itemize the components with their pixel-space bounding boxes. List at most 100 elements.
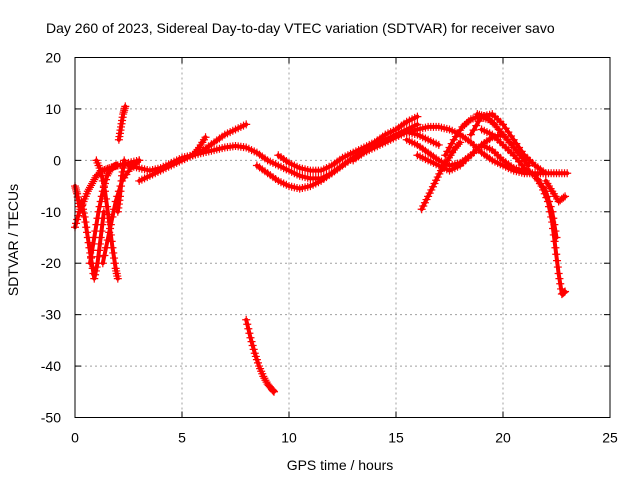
data-point [246, 333, 255, 342]
series-markers [113, 156, 129, 216]
data-point-marker [542, 193, 551, 202]
y-tick-label: -10 [41, 204, 61, 220]
data-point-marker [89, 239, 98, 248]
data-point-marker [103, 202, 112, 211]
data-layer [71, 102, 572, 396]
data-point [98, 259, 107, 268]
data-point-marker [98, 176, 107, 185]
data-point-marker [109, 248, 118, 257]
x-tick-label: 0 [71, 430, 79, 446]
series-line [244, 317, 276, 394]
data-point [94, 207, 103, 216]
series-arc-17 [417, 138, 465, 214]
series-markers [531, 171, 570, 299]
series-arc-14 [349, 120, 422, 165]
data-point-marker [84, 238, 93, 247]
data-point-marker [91, 270, 100, 279]
y-tick-label: 20 [45, 50, 61, 66]
data-point [537, 182, 546, 191]
data-point-marker [106, 220, 115, 229]
series-markers [541, 176, 570, 206]
data-point [466, 130, 475, 139]
data-point-marker [559, 193, 568, 202]
data-point-marker [91, 266, 100, 275]
data-point-marker [104, 210, 113, 219]
data-point [242, 120, 251, 129]
data-point [242, 315, 251, 324]
series-markers [114, 102, 130, 144]
series-arc-7 [113, 156, 129, 216]
data-point-marker [546, 207, 555, 216]
data-point-marker [74, 211, 83, 220]
series-markers [242, 315, 279, 396]
data-point-marker [472, 121, 481, 130]
data-point-marker [555, 274, 564, 283]
data-point-marker [82, 223, 91, 232]
data-point-marker [96, 197, 105, 206]
data-point [413, 120, 422, 129]
data-point-marker [99, 182, 108, 191]
y-tick-label: -50 [41, 410, 61, 426]
data-point [543, 197, 552, 206]
x-tick-label: 10 [281, 430, 297, 446]
data-point [135, 156, 144, 165]
data-point-marker [245, 329, 254, 338]
data-point-marker [72, 219, 81, 228]
data-point [541, 169, 550, 178]
data-point-marker [100, 251, 109, 260]
series-markers [473, 110, 533, 170]
data-point-marker [553, 263, 562, 272]
data-point-marker [110, 254, 119, 263]
data-point-marker [95, 246, 104, 255]
data-point [100, 187, 109, 196]
data-point-marker [454, 140, 463, 149]
data-point [96, 166, 105, 175]
x-tick-label: 20 [495, 430, 511, 446]
series-arc-20 [473, 110, 533, 170]
grid-layer [75, 57, 610, 418]
data-point-marker [539, 185, 548, 194]
data-point-marker [540, 189, 549, 198]
data-point-marker [81, 218, 90, 227]
data-point-marker [108, 212, 117, 221]
data-point-marker [95, 239, 104, 248]
series-markers [77, 197, 108, 283]
data-point [113, 161, 122, 170]
data-point-marker [545, 202, 554, 211]
y-tick-label: -40 [41, 358, 61, 374]
chart-title: Day 260 of 2023, Sidereal Day-to-day VTE… [46, 20, 555, 36]
y-axis-label: SDTVAR / TECUs [5, 184, 21, 296]
x-tick-label: 5 [178, 430, 186, 446]
data-point-marker [97, 171, 106, 180]
data-point-marker [247, 337, 256, 346]
data-point-marker [73, 215, 82, 224]
data-point-marker [550, 237, 559, 246]
data-point-marker [102, 194, 111, 203]
data-point [456, 138, 465, 147]
data-point-marker [243, 320, 252, 329]
data-point [524, 161, 533, 170]
data-point-marker [102, 243, 111, 252]
series-arc-4 [92, 156, 122, 283]
data-point-marker [83, 228, 92, 237]
series-arc-6 [114, 102, 130, 144]
data-point-marker [103, 236, 112, 245]
series-arc-8 [71, 182, 84, 211]
data-point [563, 169, 572, 178]
data-point-marker [87, 252, 96, 261]
data-point [113, 274, 122, 283]
data-point-marker [93, 214, 102, 223]
data-point-marker [547, 212, 556, 221]
data-point [270, 387, 279, 396]
data-point-marker [79, 209, 88, 218]
series-markers [188, 133, 210, 160]
data-point [201, 133, 210, 142]
series-arc-16 [413, 140, 529, 175]
data-point-marker [249, 345, 258, 354]
data-point [105, 228, 114, 237]
data-point-marker [92, 263, 101, 272]
series-markers [349, 120, 422, 165]
x-tick-label: 15 [388, 430, 404, 446]
y-tick-label: 10 [45, 101, 61, 117]
